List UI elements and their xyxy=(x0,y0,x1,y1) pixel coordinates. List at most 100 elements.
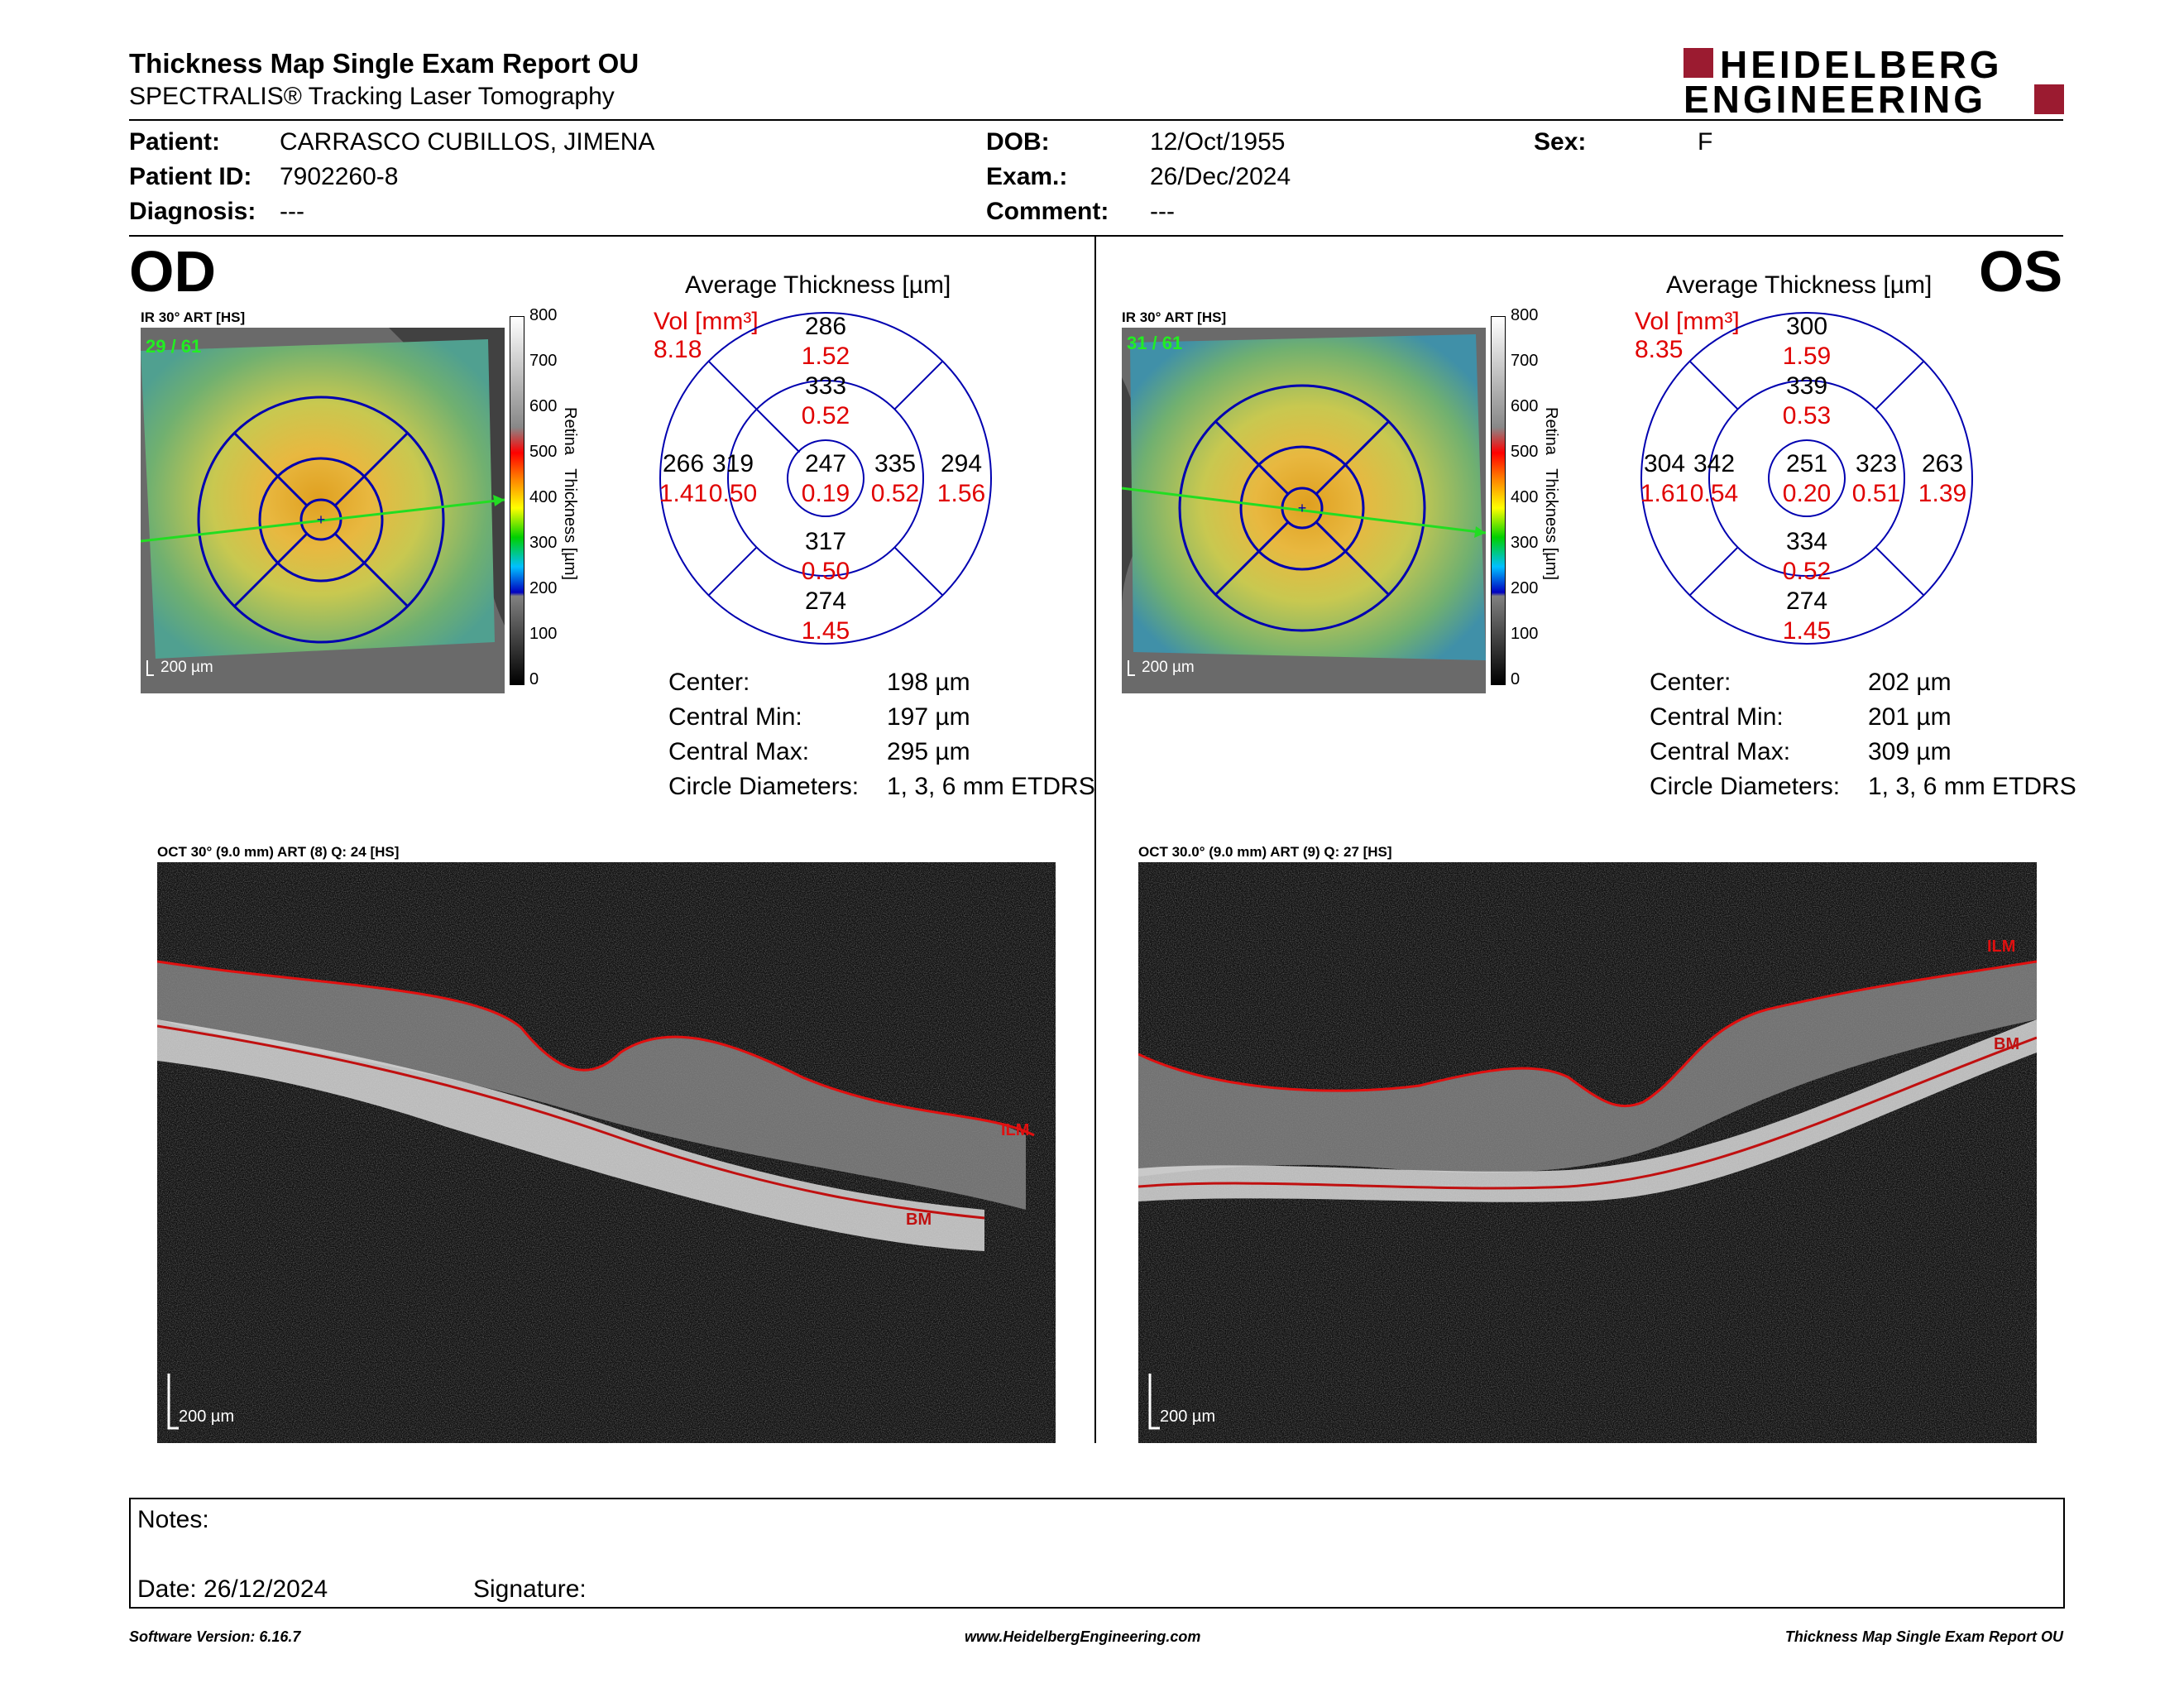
od-min-value: 197 µm xyxy=(887,703,970,731)
comment-value: --- xyxy=(1150,198,1175,225)
exam-label: Exam.: xyxy=(986,163,1068,190)
od-nas-inner-vol: 0.52 xyxy=(870,480,920,507)
notes-box[interactable]: Notes: Date: 26/12/2024 Signature: xyxy=(129,1498,2065,1609)
od-tick-600: 600 xyxy=(529,397,558,415)
eye-divider xyxy=(1094,237,1096,1443)
patient-id-label: Patient ID: xyxy=(129,163,252,190)
os-tick-500: 500 xyxy=(1511,443,1539,461)
os-frame-counter: 31 / 61 xyxy=(1127,333,1182,353)
od-oct-bscan: ILM BM 200 µm xyxy=(157,862,1056,1443)
os-nas-outer-vol: 1.39 xyxy=(1918,480,1967,507)
od-inf-inner-vol: 0.50 xyxy=(801,558,850,585)
os-center-label: Center: xyxy=(1650,669,1731,696)
od-inf-inner: 317 xyxy=(804,528,847,555)
od-grid-values: 286 1.52 333 0.52 266 1.41 319 0.50 247 … xyxy=(659,311,993,645)
os-oct-bscan: ILM BM 200 µm xyxy=(1138,862,2037,1443)
od-diam-label: Circle Diameters: xyxy=(668,773,860,800)
od-tick-400: 400 xyxy=(529,488,558,506)
os-eye-label: OS xyxy=(1979,239,2063,304)
patient-value: CARRASCO CUBILLOS, JIMENA xyxy=(280,128,655,156)
od-center-label: Center: xyxy=(668,669,750,696)
od-vol-total: 8.18 xyxy=(654,336,702,363)
dob-value: 12/Oct/1955 xyxy=(1150,128,1286,156)
os-color-scale xyxy=(1491,316,1506,685)
patient-id-value: 7902260-8 xyxy=(280,163,399,190)
sex-label: Sex: xyxy=(1534,128,1587,156)
logo-line-2: ENGINEERING xyxy=(1684,78,1987,121)
od-map-scalebar: 200 µm xyxy=(160,659,213,676)
os-vol-total: 8.35 xyxy=(1635,336,1684,363)
os-diam-label: Circle Diameters: xyxy=(1650,773,1841,800)
od-tick-200: 200 xyxy=(529,579,558,597)
date-label: Date: 26/12/2024 xyxy=(137,1575,328,1603)
od-temp-inner: 319 xyxy=(711,450,754,477)
od-oct-label: OCT 30° (9.0 mm) ART (8) Q: 24 [HS] xyxy=(157,844,400,860)
logo-line-1: HEIDELBERG xyxy=(1720,43,2003,86)
od-ilm-label: ILM xyxy=(1001,1121,1029,1139)
os-center: 251 xyxy=(1785,450,1828,477)
svg-text:+: + xyxy=(317,511,326,528)
diagnosis-value: --- xyxy=(280,198,304,225)
os-tick-0: 0 xyxy=(1511,670,1521,688)
os-temp-inner: 342 xyxy=(1693,450,1736,477)
os-scale-axis-label: Retina Thickness [µm] xyxy=(1542,407,1560,581)
header-rule xyxy=(129,119,2063,121)
exam-value: 26/Dec/2024 xyxy=(1150,163,1291,190)
od-sup-outer-vol: 1.52 xyxy=(801,343,850,370)
od-avg-title: Average Thickness [µm] xyxy=(685,271,951,299)
os-sup-outer-vol: 1.59 xyxy=(1782,343,1832,370)
os-inf-inner-vol: 0.52 xyxy=(1782,558,1832,585)
os-nas-inner-vol: 0.51 xyxy=(1851,480,1901,507)
od-sup-outer: 286 xyxy=(804,313,847,340)
od-tick-300: 300 xyxy=(529,534,558,552)
os-tick-600: 600 xyxy=(1511,397,1539,415)
os-nas-outer: 263 xyxy=(1921,450,1964,477)
os-ilm-label: ILM xyxy=(1987,938,2015,956)
od-center-value: 198 µm xyxy=(887,669,970,696)
os-center-value: 202 µm xyxy=(1868,669,1952,696)
od-tick-0: 0 xyxy=(529,670,539,688)
os-oct-label: OCT 30.0° (9.0 mm) ART (9) Q: 27 [HS] xyxy=(1138,844,1392,860)
od-etdrs-grid xyxy=(659,312,992,645)
od-max-value: 295 µm xyxy=(887,738,970,765)
od-min-label: Central Min: xyxy=(668,703,802,731)
software-version: Software Version: 6.16.7 xyxy=(129,1628,301,1645)
od-frame-counter: 29 / 61 xyxy=(146,336,201,357)
os-sup-inner-vol: 0.53 xyxy=(1782,402,1832,429)
os-avg-title: Average Thickness [µm] xyxy=(1666,271,1933,299)
od-color-scale xyxy=(510,316,524,685)
os-max-value: 309 µm xyxy=(1868,738,1952,765)
os-vol-label: Vol [mm³] xyxy=(1635,308,1740,335)
os-temp-outer: 304 xyxy=(1643,450,1686,477)
od-center: 247 xyxy=(804,450,847,477)
od-temp-outer: 266 xyxy=(662,450,705,477)
svg-text:+: + xyxy=(1298,500,1307,516)
os-min-value: 201 µm xyxy=(1868,703,1952,731)
os-center-vol: 0.20 xyxy=(1782,480,1832,507)
os-map-scalebar: 200 µm xyxy=(1142,659,1195,676)
website-link[interactable]: www.HeidelbergEngineering.com xyxy=(965,1628,1201,1645)
od-tick-800: 800 xyxy=(529,306,558,324)
od-thickness-map: + 29 / 61 200 µm xyxy=(141,328,505,693)
report-title: Thickness Map Single Exam Report OU xyxy=(129,48,639,79)
od-oct-scalebar: 200 µm xyxy=(179,1407,234,1426)
os-grid-values: 300 1.59 339 0.53 304 1.61 342 0.54 251 … xyxy=(1640,311,1974,645)
os-inf-outer: 274 xyxy=(1785,587,1828,615)
os-tick-300: 300 xyxy=(1511,534,1539,552)
od-scale-axis-label: Retina Thickness [µm] xyxy=(561,407,579,581)
footer-report-name: Thickness Map Single Exam Report OU xyxy=(1784,1628,2063,1645)
od-ir-label: IR 30° ART [HS] xyxy=(141,309,246,325)
os-temp-inner-vol: 0.54 xyxy=(1689,480,1739,507)
od-nas-outer-vol: 1.56 xyxy=(936,480,986,507)
os-etdrs-grid xyxy=(1640,312,1973,645)
signature-label: Signature: xyxy=(473,1575,587,1603)
os-inf-inner: 334 xyxy=(1785,528,1828,555)
os-tick-100: 100 xyxy=(1511,625,1539,643)
comment-label: Comment: xyxy=(986,198,1109,225)
notes-label: Notes: xyxy=(137,1506,209,1533)
os-min-label: Central Min: xyxy=(1650,703,1784,731)
od-tick-100: 100 xyxy=(529,625,558,643)
od-temp-outer-vol: 1.41 xyxy=(659,480,708,507)
os-inf-outer-vol: 1.45 xyxy=(1782,617,1832,645)
patient-rule xyxy=(129,235,2063,237)
